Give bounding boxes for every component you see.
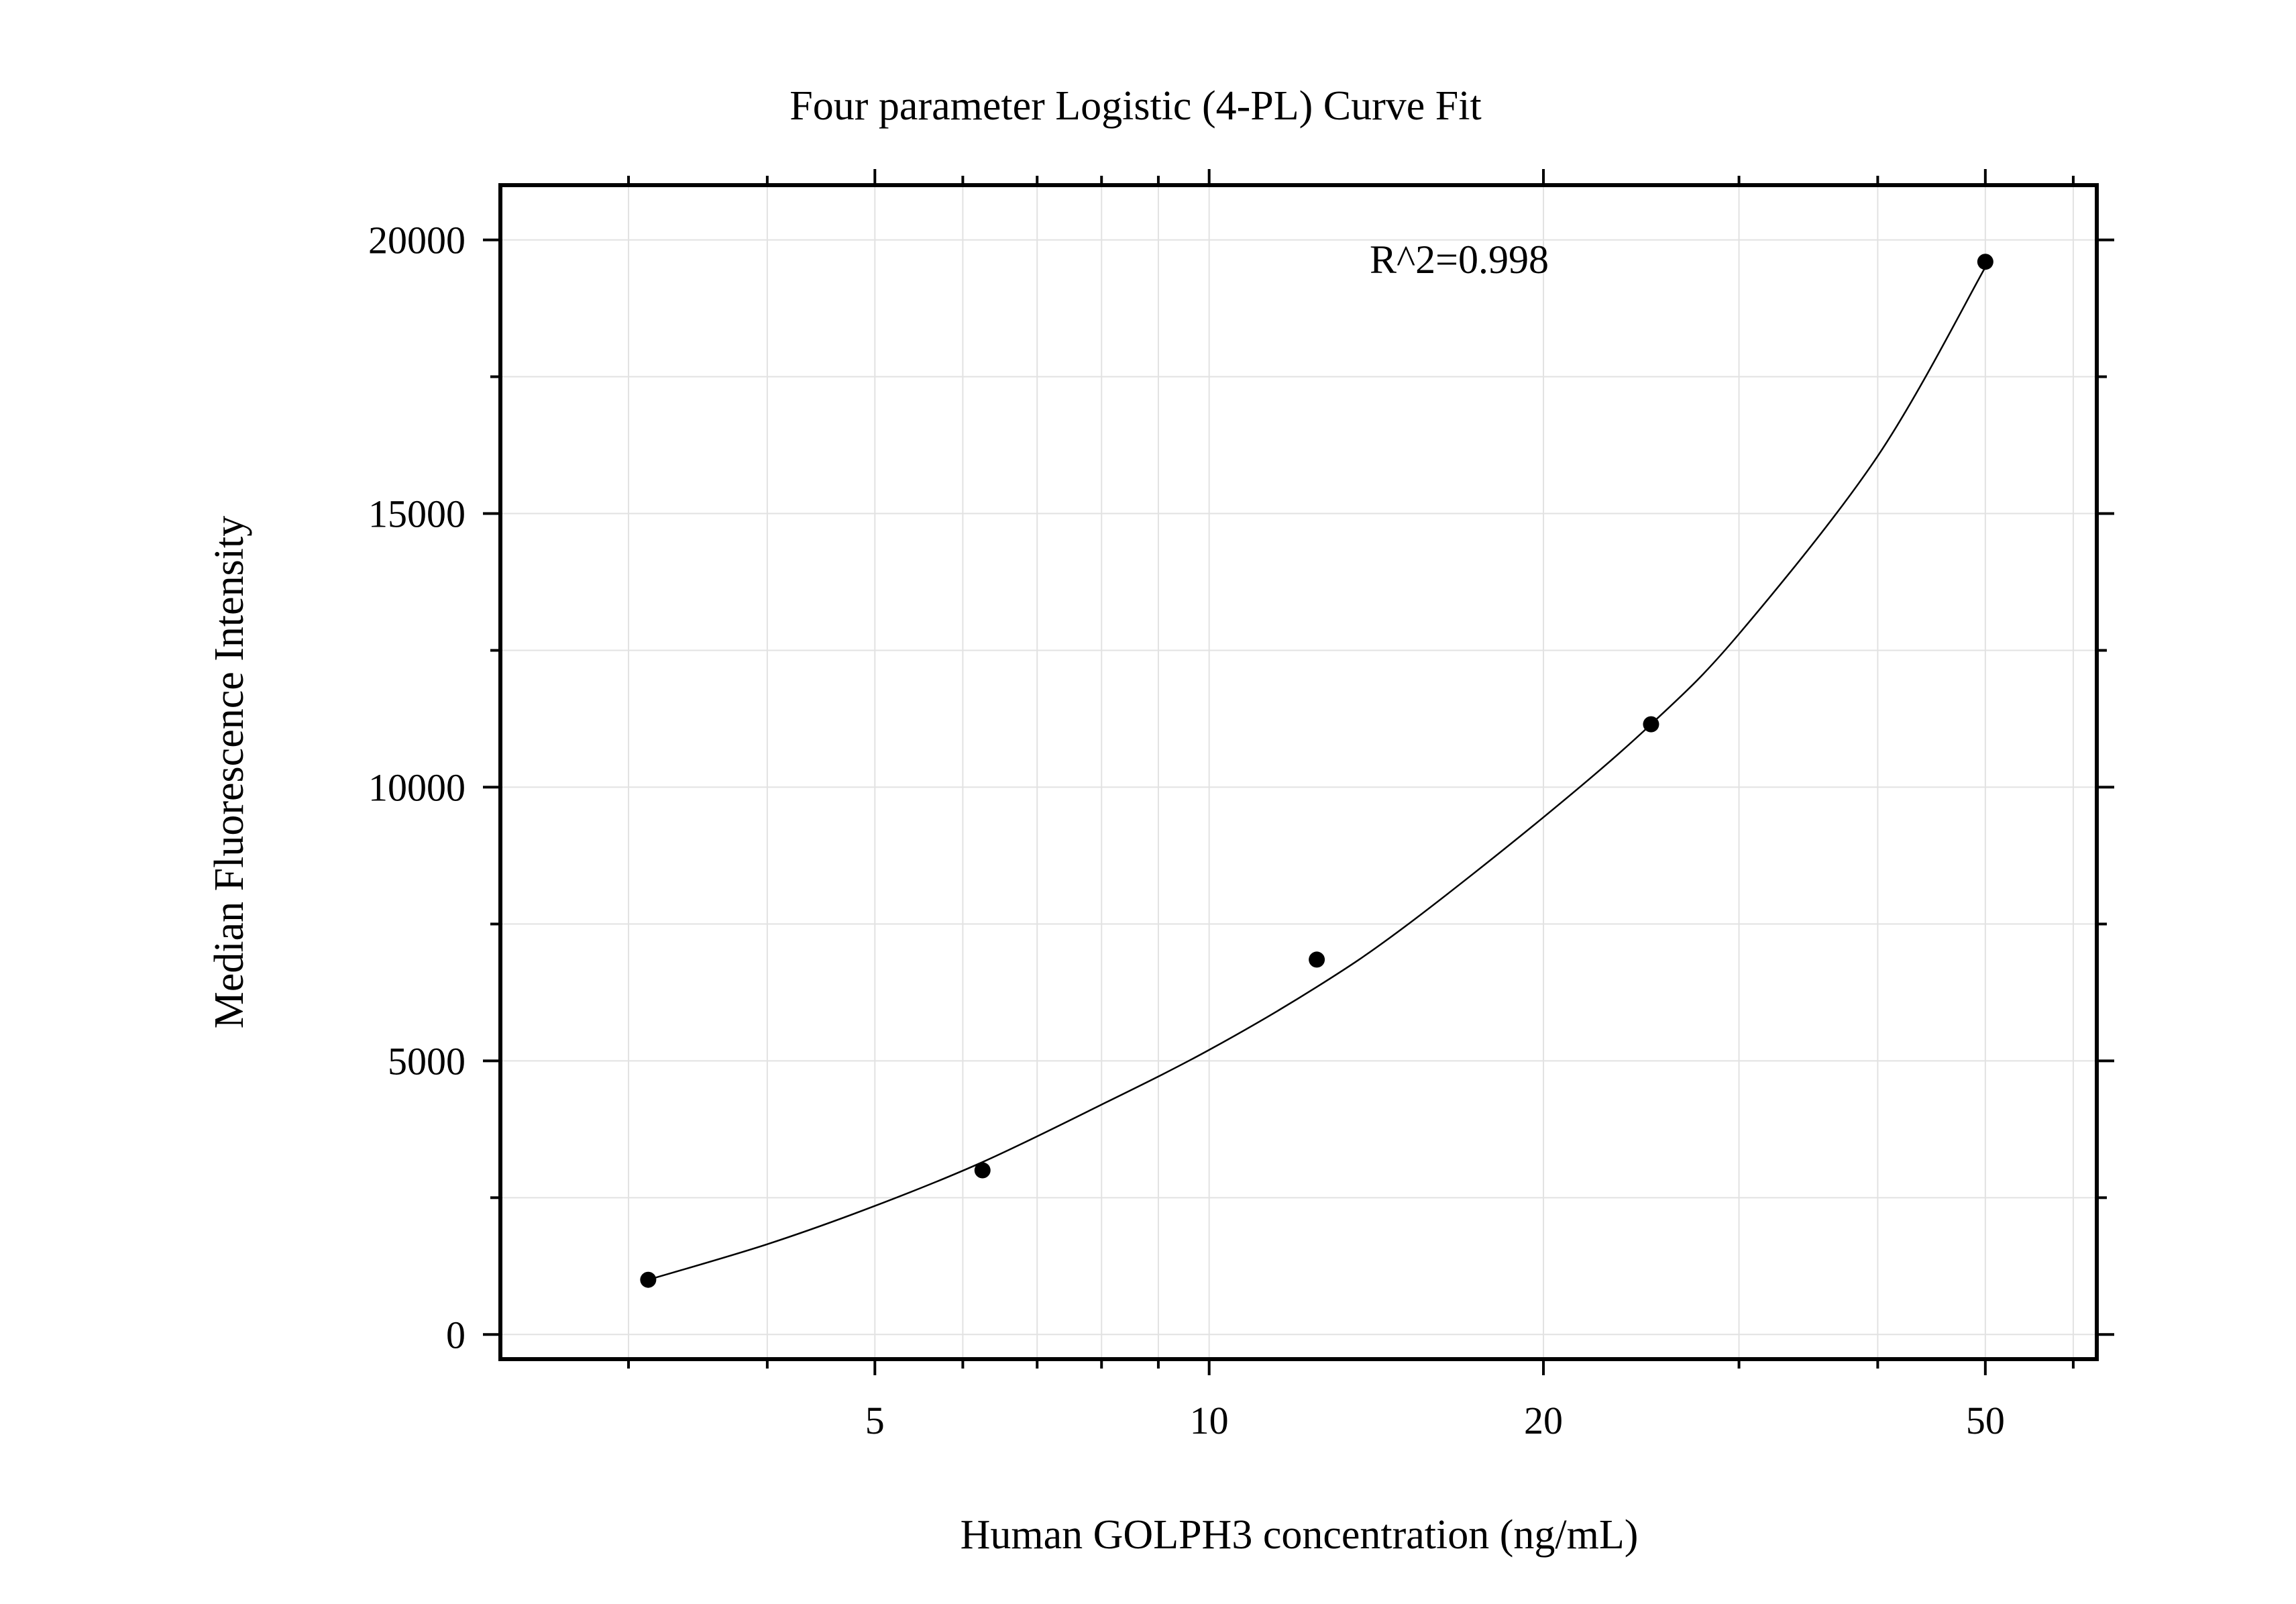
data-point — [974, 1162, 991, 1179]
data-points — [640, 254, 1993, 1288]
x-tick-label: 20 — [1524, 1399, 1563, 1442]
y-tick-label: 0 — [446, 1313, 466, 1356]
y-tick-label: 15000 — [368, 492, 466, 536]
major-ticks — [483, 169, 2114, 1375]
minor-ticks — [490, 176, 2107, 1369]
y-axis-title: Median Fluorescence Intensity — [207, 516, 252, 1028]
x-axis-title: Human GOLPH3 concentration (ng/mL) — [961, 1512, 1639, 1558]
data-point — [1643, 716, 1659, 733]
plot-frame — [498, 183, 2099, 1361]
r-squared-annotation: R^2=0.998 — [1370, 237, 1549, 282]
y-tick-label: 20000 — [368, 219, 466, 262]
x-tick-label: 10 — [1190, 1399, 1229, 1442]
tick-labels: 5 10 20 50 0 5000 10000 15000 20000 — [368, 219, 2005, 1442]
chart-title: Four parameter Logistic (4-PL) Curve Fit — [789, 83, 1481, 129]
y-tick-label: 10000 — [368, 765, 466, 809]
data-point — [640, 1271, 657, 1288]
data-point — [1309, 951, 1325, 968]
grid-lines — [500, 185, 2097, 1359]
data-point — [1977, 254, 1993, 270]
x-tick-label: 50 — [1966, 1399, 2005, 1442]
y-tick-label: 5000 — [388, 1039, 466, 1083]
fit-curve — [648, 266, 1986, 1281]
x-tick-label: 5 — [865, 1399, 885, 1442]
